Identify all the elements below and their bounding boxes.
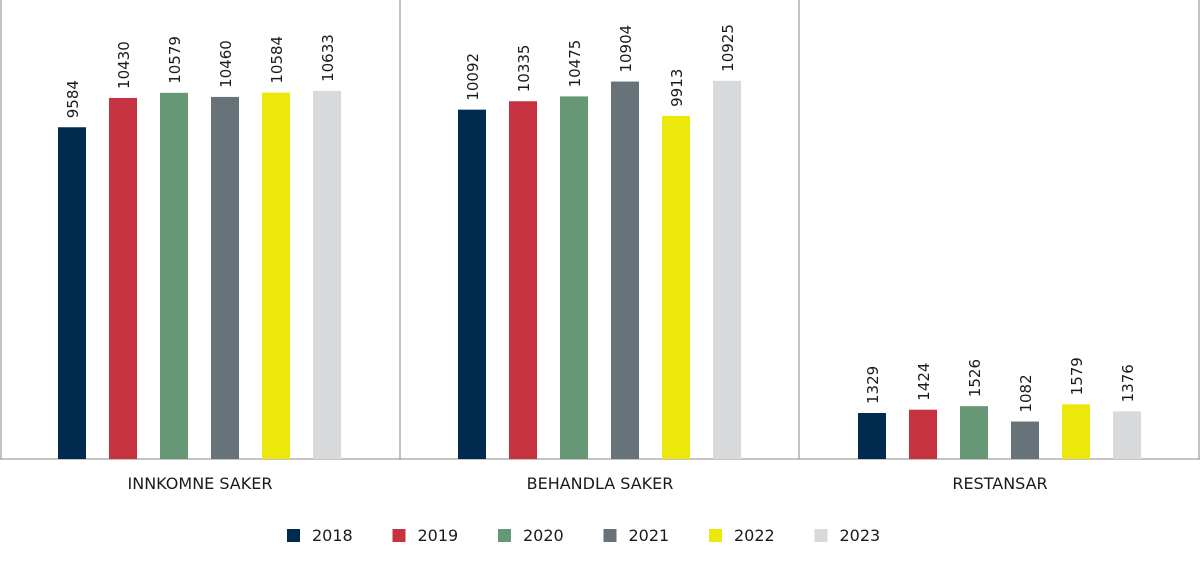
category-label: RESTANSAR [952, 474, 1047, 493]
legend-swatch-2018 [287, 529, 300, 542]
data-label: 1376 [1119, 364, 1137, 402]
legend-label: 2019 [418, 526, 459, 545]
data-label: 1526 [966, 359, 984, 397]
bar-2021-2 [1011, 421, 1039, 459]
bar-2023-1 [713, 80, 741, 460]
data-label: 1329 [864, 366, 882, 404]
legend-swatch-2022 [709, 529, 722, 542]
legend-swatch-2021 [603, 529, 617, 542]
legend-label: 2021 [629, 526, 670, 545]
bar-2018-2 [858, 412, 886, 459]
bar-2020-0 [160, 92, 188, 460]
legend-label: 2020 [523, 526, 564, 545]
data-label: 10633 [319, 34, 337, 82]
bar-2018-1 [458, 109, 486, 460]
data-label: 10584 [268, 36, 286, 84]
bar-2021-0 [211, 96, 239, 459]
data-label: 10460 [217, 40, 235, 88]
data-label: 10904 [617, 25, 635, 73]
category-label: BEHANDLA SAKER [527, 474, 674, 493]
data-label: 10579 [166, 36, 184, 84]
data-label: 9584 [64, 80, 82, 118]
data-label: 1579 [1068, 357, 1086, 395]
legend-label: 2023 [840, 526, 881, 545]
bar-2020-1 [560, 96, 588, 460]
data-label: 10335 [515, 45, 533, 93]
legend-label: 2018 [312, 526, 353, 545]
data-label: 1082 [1017, 374, 1035, 412]
data-label: 10925 [719, 24, 737, 72]
data-label: 10092 [464, 53, 482, 101]
bar-2020-2 [960, 406, 988, 459]
legend-swatch-2023 [814, 529, 828, 542]
bar-2023-2 [1113, 411, 1141, 459]
bar-2022-2 [1062, 404, 1090, 459]
bar-2022-1 [662, 115, 690, 459]
data-label: 10430 [115, 41, 133, 89]
bar-2022-0 [262, 92, 290, 459]
bar-2023-0 [313, 90, 341, 459]
data-label: 10475 [566, 40, 584, 88]
legend-swatch-2019 [392, 529, 406, 542]
legend-swatch-2020 [498, 529, 511, 542]
data-label: 9913 [668, 69, 686, 107]
bar-2018-0 [58, 127, 86, 459]
bar-2019-0 [109, 97, 137, 459]
bar-2019-2 [909, 409, 937, 459]
bar-2021-1 [611, 81, 639, 460]
bar-2019-1 [509, 101, 537, 459]
data-label: 1424 [915, 363, 933, 401]
legend-label: 2022 [734, 526, 775, 545]
category-label: INNKOMNE SAKER [128, 474, 273, 493]
